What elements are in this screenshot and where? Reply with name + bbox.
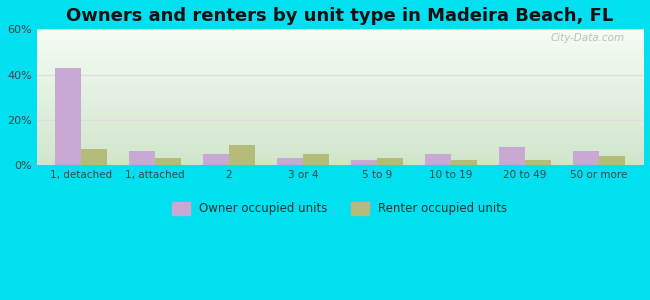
Bar bbox=[351, 160, 377, 165]
Bar bbox=[450, 160, 476, 165]
Bar bbox=[377, 158, 402, 165]
Text: City-Data.com: City-Data.com bbox=[551, 33, 625, 43]
Bar bbox=[229, 145, 255, 165]
Bar bbox=[203, 154, 229, 165]
Bar bbox=[425, 154, 450, 165]
Bar bbox=[55, 68, 81, 165]
Bar bbox=[155, 158, 181, 165]
Bar bbox=[499, 147, 525, 165]
Bar bbox=[303, 154, 329, 165]
Bar bbox=[599, 156, 625, 165]
Legend: Owner occupied units, Renter occupied units: Owner occupied units, Renter occupied un… bbox=[167, 198, 512, 220]
Title: Owners and renters by unit type in Madeira Beach, FL: Owners and renters by unit type in Madei… bbox=[66, 7, 614, 25]
Bar bbox=[129, 152, 155, 165]
Bar bbox=[573, 152, 599, 165]
Bar bbox=[277, 158, 303, 165]
Bar bbox=[525, 160, 551, 165]
Bar bbox=[81, 149, 107, 165]
